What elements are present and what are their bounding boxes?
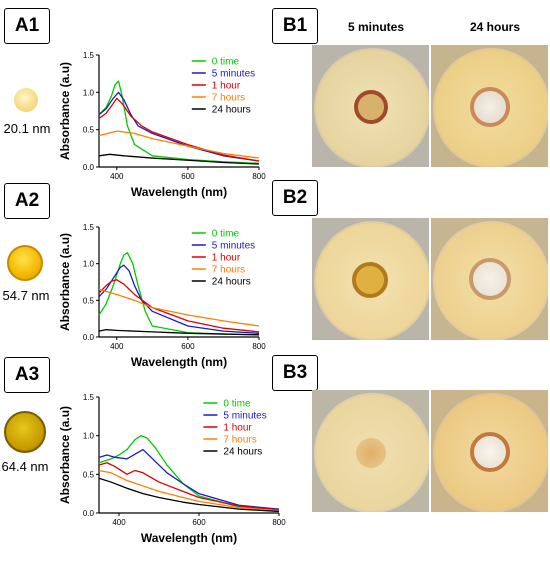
inhibition-zone-b2-24h <box>469 258 511 300</box>
legend-label: 1 hour <box>212 81 241 92</box>
series-line-1-hour <box>98 462 280 511</box>
series-line-7-hours <box>98 130 260 159</box>
series-line-24-hours <box>98 477 280 513</box>
series-line-24-hours <box>98 329 260 336</box>
x-tick-label: 400 <box>110 342 124 351</box>
series-line-0-time <box>98 252 260 336</box>
inhibition-zone-b1-5min <box>354 90 388 124</box>
series-line-5-minutes <box>98 91 260 162</box>
x-tick-label: 600 <box>192 518 206 527</box>
series-line-1-hour <box>98 279 260 333</box>
y-axis-label: Absorbance (a.u) <box>58 406 72 504</box>
series-line-7-hours <box>98 288 260 327</box>
legend-label: 7 hours <box>212 265 245 276</box>
uv-vis-chart-a1: 0.0 0.5 1.0 1.5 400 600 800 Wavelength (nm) Abso… <box>58 51 266 199</box>
legend-label: 7 hours <box>212 93 245 104</box>
axes: 0.0 0.5 1.0 1.5 400 600 800 <box>83 393 286 527</box>
x-tick-label: 600 <box>181 342 195 351</box>
panel-badge-b2: B2 <box>272 180 318 216</box>
panel-badge-b1: B1 <box>272 8 318 44</box>
particle-size-a1: 20.1 nm <box>3 121 51 136</box>
x-tick-label: 800 <box>252 172 266 181</box>
panel-badge-a1: A1 <box>4 8 50 44</box>
panel-badge-a3: A3 <box>4 357 50 393</box>
x-axis-label: Wavelength (nm) <box>131 185 227 199</box>
legend-label: 0 time <box>212 57 240 68</box>
legend-label: 24 hours <box>212 277 251 288</box>
particle-a3-icon <box>4 411 46 453</box>
panel-badge-a2: A2 <box>4 183 50 219</box>
particle-a2-icon <box>7 245 43 281</box>
petri-dish-b2-24h <box>431 218 548 340</box>
series-line-7-hours <box>98 469 280 512</box>
legend-label: 24 hours <box>212 105 251 116</box>
particle-size-a2: 54.7 nm <box>2 288 50 303</box>
inhibition-zone-b3-24h <box>470 432 510 472</box>
series-line-0-time <box>98 435 280 511</box>
axes: 0.0 0.5 1.0 1.5 400 600 800 <box>83 223 266 351</box>
series-line-0-time <box>98 80 260 164</box>
x-tick-label: 800 <box>272 518 286 527</box>
series-line-5-minutes <box>98 264 260 334</box>
x-tick-label: 600 <box>181 172 195 181</box>
inhibition-zone-b1-24h <box>470 87 510 127</box>
petri-dish-b2-5min <box>312 218 429 340</box>
x-tick-label: 400 <box>112 518 126 527</box>
petri-dish-b3-5min <box>312 390 429 512</box>
legend-label: 1 hour <box>223 423 252 434</box>
legend-label: 5 minutes <box>212 241 255 252</box>
y-tick-label: 0.0 <box>83 509 95 518</box>
legend-label: 5 minutes <box>223 411 266 422</box>
uv-vis-chart-a2: 0.0 0.5 1.0 1.5 400 600 800 Wavelength (nm) Abso… <box>58 223 266 369</box>
x-axis-label: Wavelength (nm) <box>131 355 227 369</box>
petri-dish-b1-5min <box>312 45 429 167</box>
legend-label: 7 hours <box>223 435 256 446</box>
x-tick-label: 400 <box>110 172 124 181</box>
legend-label: 1 hour <box>212 253 241 264</box>
panel-badge-b3: B3 <box>272 355 318 391</box>
y-tick-label: 0.0 <box>83 333 95 342</box>
y-tick-label: 1.0 <box>83 88 95 97</box>
y-tick-label: 1.5 <box>83 51 95 60</box>
particle-a1-icon <box>14 88 38 112</box>
y-tick-label: 1.0 <box>83 260 95 269</box>
inhibition-zone-b2-5min <box>352 262 388 298</box>
y-tick-label: 0.5 <box>83 470 95 479</box>
column-header-24-hours: 24 hours <box>470 20 521 34</box>
petri-dish-b1-24h <box>431 45 548 167</box>
y-tick-label: 0.5 <box>83 126 95 135</box>
x-tick-label: 800 <box>252 342 266 351</box>
legend-label: 0 time <box>223 399 251 410</box>
particle-size-a3: 64.4 nm <box>1 459 49 474</box>
inhibition-zone-b3-5min <box>356 438 386 468</box>
petri-dish-b3-24h <box>431 390 548 512</box>
series-line-5-minutes <box>98 448 280 510</box>
legend-label: 0 time <box>212 229 240 240</box>
y-tick-label: 0.5 <box>83 296 95 305</box>
series-line-24-hours <box>98 153 260 165</box>
y-tick-label: 1.5 <box>83 393 95 402</box>
y-axis-label: Absorbance (a.u) <box>58 233 72 331</box>
y-tick-label: 1.5 <box>83 223 95 232</box>
y-axis-label: Absorbance (a.u) <box>58 62 72 160</box>
axes: 0.0 0.5 1.0 1.5 400 600 800 <box>83 51 266 181</box>
legend-label: 5 minutes <box>212 69 255 80</box>
legend-label: 24 hours <box>223 447 262 458</box>
column-header-5-minutes: 5 minutes <box>348 20 405 34</box>
uv-vis-chart-a3: 0.0 0.5 1.0 1.5 400 600 800 Wavelength (nm) Abso… <box>58 393 286 545</box>
x-axis-label: Wavelength (nm) <box>141 531 237 545</box>
y-tick-label: 1.0 <box>83 432 95 441</box>
y-tick-label: 0.0 <box>83 163 95 172</box>
